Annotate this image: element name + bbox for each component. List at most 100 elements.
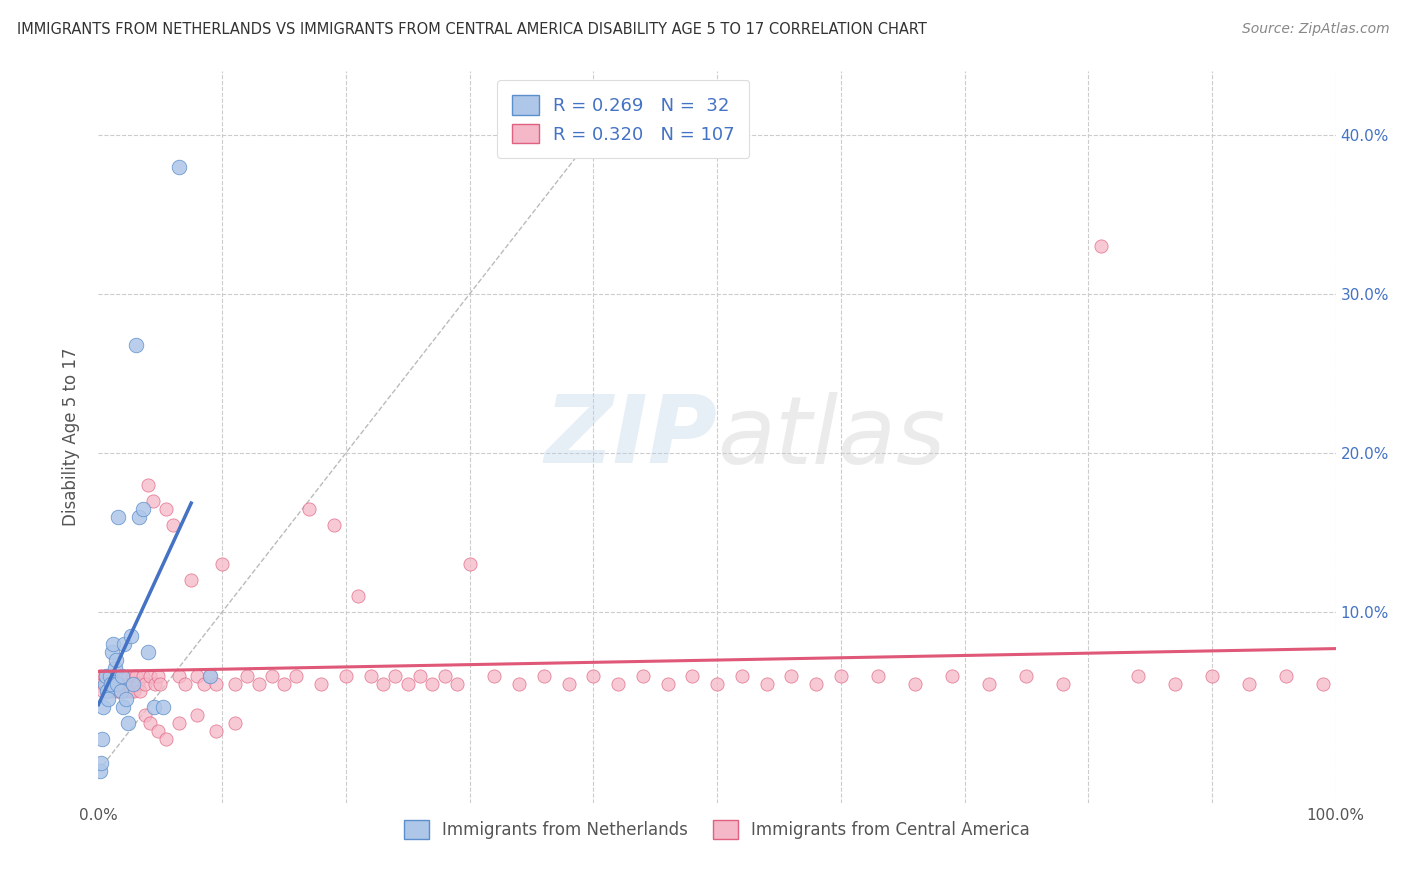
Point [433, 668, 456, 682]
Point [155, 501, 177, 516]
Point [384, 668, 406, 682]
Point [508, 676, 530, 690]
Point [533, 668, 555, 682]
Point [89, 764, 111, 778]
Point [112, 637, 135, 651]
Point [1164, 676, 1187, 690]
Point [247, 676, 270, 690]
Point [134, 676, 156, 690]
Point [100, 668, 122, 682]
Point [96, 684, 118, 698]
Point [124, 684, 146, 698]
Point [211, 558, 233, 572]
Point [143, 676, 166, 690]
Point [91, 676, 114, 690]
Point [273, 676, 295, 690]
Point [93, 668, 115, 682]
Point [103, 684, 125, 698]
Text: IMMIGRANTS FROM NETHERLANDS VS IMMIGRANTS FROM CENTRAL AMERICA DISABILITY AGE 5 : IMMIGRANTS FROM NETHERLANDS VS IMMIGRANT… [17, 22, 927, 37]
Point [127, 676, 149, 690]
Point [167, 668, 190, 682]
Point [458, 558, 481, 572]
Point [904, 676, 927, 690]
Point [97, 668, 120, 682]
Legend: Immigrants from Netherlands, Immigrants from Central America: Immigrants from Netherlands, Immigrants … [398, 814, 1036, 846]
Point [146, 724, 169, 739]
Point [98, 676, 121, 690]
Point [941, 668, 963, 682]
Point [118, 676, 141, 690]
Point [167, 160, 190, 174]
Point [1237, 676, 1260, 690]
Point [90, 668, 112, 682]
Point [121, 676, 143, 690]
Point [100, 676, 122, 690]
Point [124, 338, 146, 352]
Point [657, 676, 679, 690]
Point [804, 676, 827, 690]
Point [322, 517, 344, 532]
Point [136, 477, 159, 491]
Point [224, 716, 246, 731]
Text: atlas: atlas [717, 392, 945, 483]
Point [108, 668, 131, 682]
Point [1201, 668, 1223, 682]
Point [115, 676, 138, 690]
Point [180, 573, 202, 587]
Point [706, 676, 728, 690]
Point [110, 684, 132, 698]
Point [107, 676, 129, 690]
Point [90, 756, 112, 770]
Point [198, 668, 221, 682]
Point [371, 676, 394, 690]
Point [111, 676, 134, 690]
Point [755, 676, 778, 690]
Point [112, 676, 135, 690]
Point [360, 668, 382, 682]
Point [110, 684, 132, 698]
Point [105, 676, 128, 690]
Point [205, 676, 228, 690]
Point [1052, 676, 1074, 690]
Point [174, 676, 197, 690]
Point [91, 732, 114, 747]
Point [146, 668, 169, 682]
Text: ZIP: ZIP [544, 391, 717, 483]
Point [979, 676, 1001, 690]
Point [89, 668, 111, 682]
Point [607, 676, 630, 690]
Point [128, 509, 150, 524]
Point [193, 676, 215, 690]
Point [104, 653, 127, 667]
Point [557, 676, 579, 690]
Point [260, 668, 283, 682]
Point [97, 692, 120, 706]
Point [167, 716, 190, 731]
Point [120, 629, 142, 643]
Point [582, 668, 605, 682]
Point [298, 501, 321, 516]
Point [112, 668, 135, 682]
Point [1015, 668, 1038, 682]
Point [93, 676, 115, 690]
Point [142, 493, 165, 508]
Point [132, 668, 155, 682]
Text: Source: ZipAtlas.com: Source: ZipAtlas.com [1241, 22, 1389, 37]
Point [186, 708, 208, 723]
Point [780, 668, 803, 682]
Point [205, 724, 228, 739]
Point [96, 684, 118, 698]
Point [117, 668, 139, 682]
Point [122, 676, 145, 690]
Point [446, 676, 468, 690]
Point [103, 660, 125, 674]
Point [132, 501, 155, 516]
Point [236, 668, 259, 682]
Point [1090, 239, 1112, 253]
Point [1275, 668, 1298, 682]
Point [396, 676, 419, 690]
Point [484, 668, 506, 682]
Point [120, 684, 142, 698]
Point [103, 637, 125, 651]
Point [136, 645, 159, 659]
